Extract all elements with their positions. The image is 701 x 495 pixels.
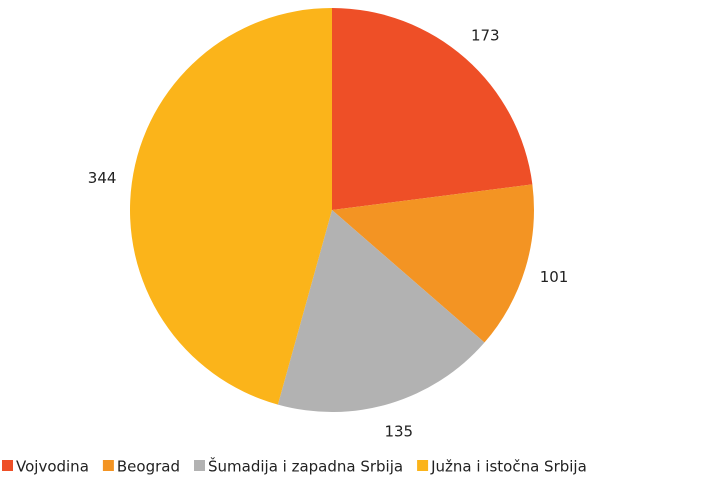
pie-slice: [332, 8, 533, 210]
data-label: 173: [471, 26, 500, 44]
pie-slice: [129, 8, 332, 405]
legend-swatch: [2, 460, 13, 471]
legend-swatch: [194, 460, 205, 471]
pie-slice: [277, 210, 485, 412]
data-label: 101: [540, 268, 569, 286]
legend-label: Beograd: [117, 458, 180, 476]
legend-label: Južna i istočna Srbija: [430, 458, 587, 476]
legend-swatch: [417, 460, 429, 471]
legend-label: Vojvodina: [16, 458, 89, 476]
legend-swatch: [102, 460, 114, 471]
data-label: 344: [88, 169, 117, 187]
data-label: 135: [384, 423, 413, 441]
legend-label: Šumadija i zapadna Srbija: [208, 457, 403, 476]
pie-slice: [332, 184, 534, 343]
